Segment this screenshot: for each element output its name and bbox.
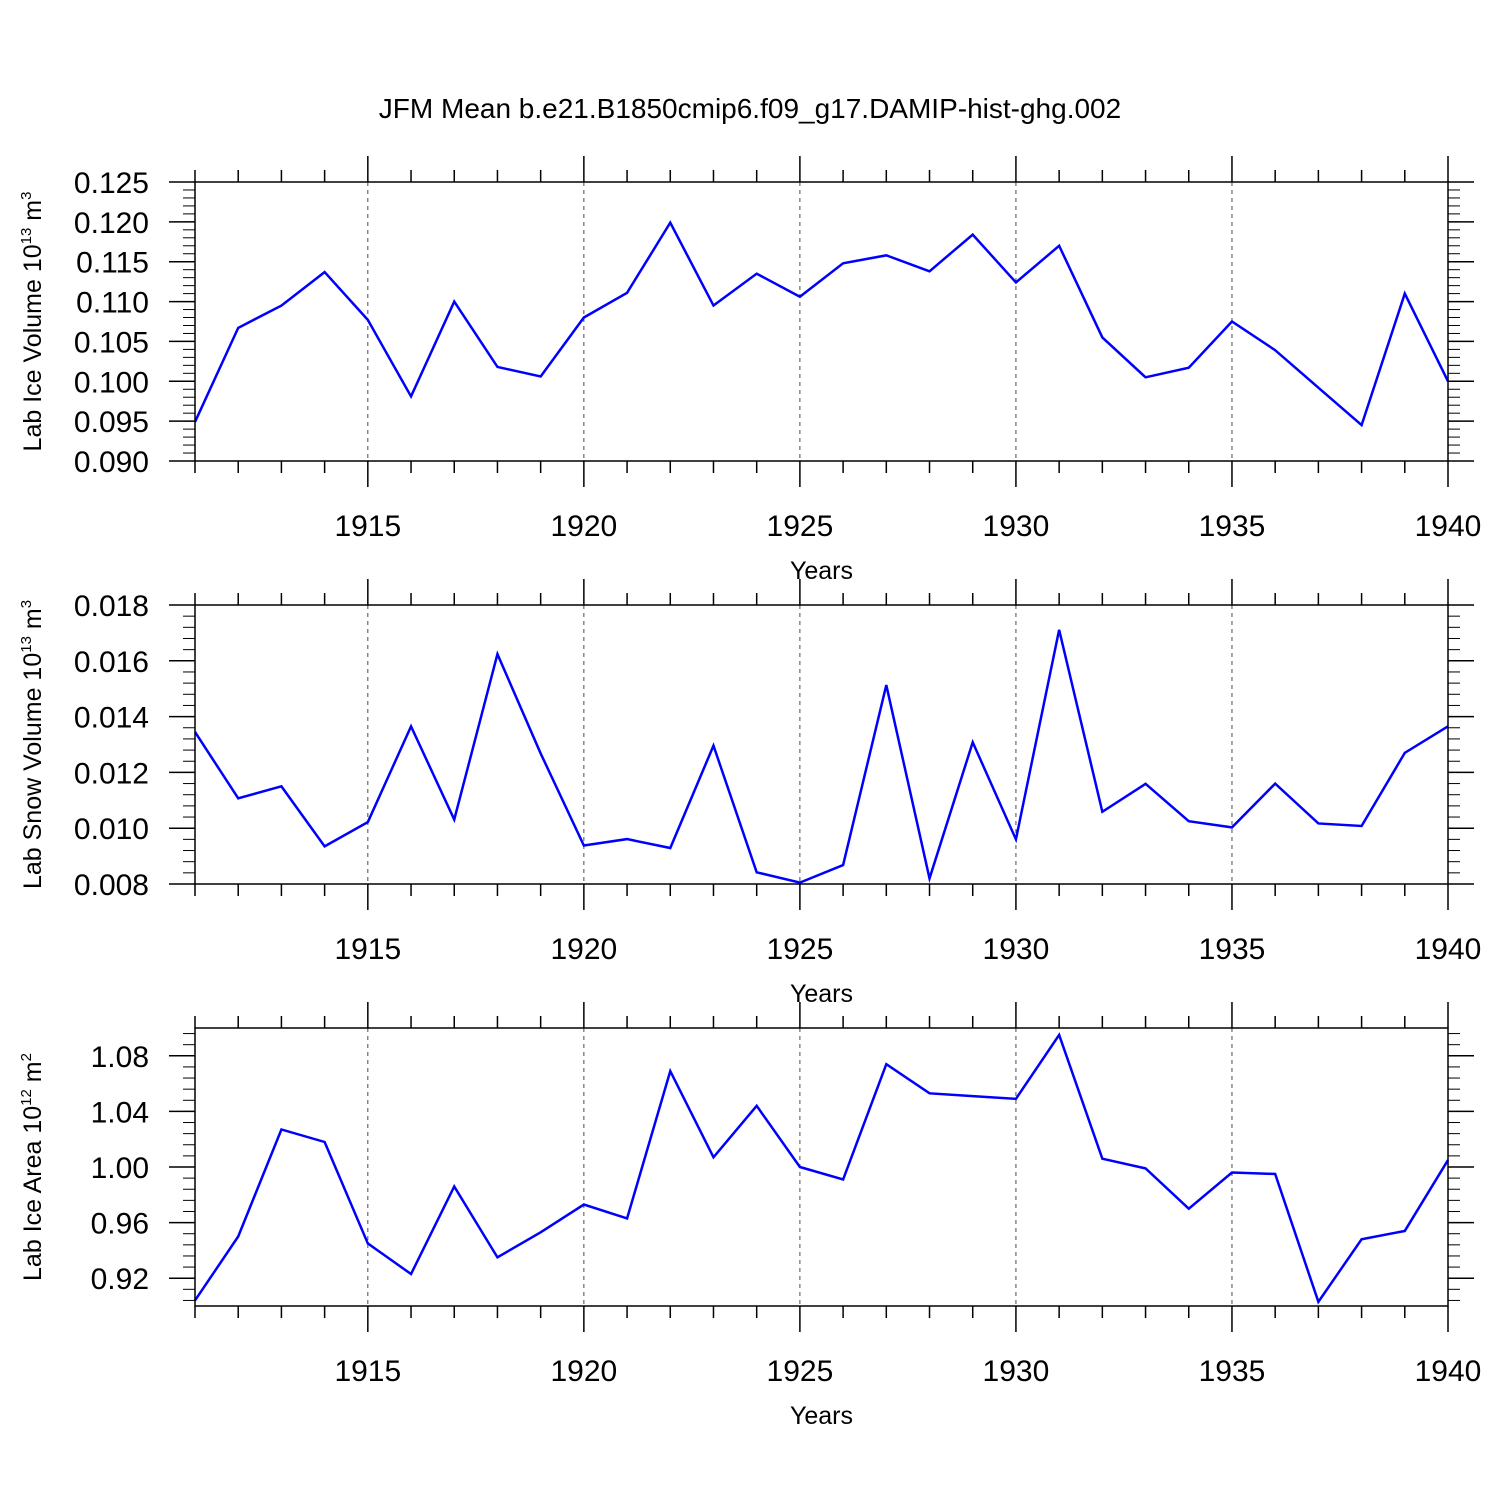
- x-tick-label: 1935: [1199, 933, 1266, 966]
- y-tick-label: 1.08: [91, 1041, 149, 1074]
- y-tick-label: 0.125: [74, 167, 149, 200]
- y-tick-label: 0.016: [74, 646, 149, 679]
- chart-panel-3: 0.92 0.96 1.00 1.04 1.08 1915 1920 1925 1930 1935…: [18, 1002, 1481, 1430]
- y-tick-label: 0.120: [74, 207, 149, 240]
- data-series-line: [193, 220, 1450, 428]
- y-axis-label-exponent: 12: [18, 1089, 35, 1106]
- x-tick-label: 1915: [334, 933, 401, 966]
- x-tick-label: 1935: [1199, 510, 1266, 543]
- chart-panel-1: 0.090 0.095 0.100 0.105 0.110 0.115 0.120 0.125…: [18, 156, 1481, 585]
- y-tick-label: 0.090: [74, 446, 149, 479]
- y-axis-label-unit-exponent: 2: [18, 1053, 35, 1061]
- plot-frame: [194, 181, 1449, 462]
- data-series-line: [193, 1032, 1450, 1305]
- y-axis-label-unit-exponent: 3: [18, 600, 35, 608]
- y-axis-label: Lab Ice Volume 1013 m3: [18, 192, 47, 452]
- y-axis-label-text: Lab Snow Volume 10: [19, 653, 47, 889]
- y-tick-label: 0.105: [74, 326, 149, 359]
- x-tick-label: 1925: [767, 933, 834, 966]
- x-axis-label: Years: [790, 1402, 853, 1430]
- x-tick-label: 1920: [550, 933, 617, 966]
- x-tick-label: 1940: [1415, 933, 1482, 966]
- y-tick-label: 0.96: [91, 1208, 149, 1241]
- chart-panel-2: 0.008 0.010 0.012 0.014 0.016 0.018 1915 1920 19…: [18, 579, 1481, 1008]
- x-tick-label: 1920: [550, 1355, 617, 1388]
- y-axis-label-unit: m: [19, 608, 47, 636]
- y-tick-label: 0.100: [74, 366, 149, 399]
- y-tick-label: 0.012: [74, 757, 149, 790]
- y-axis-label-exponent: 13: [18, 228, 35, 245]
- x-tick-label: 1915: [334, 510, 401, 543]
- x-tick-label: 1930: [983, 933, 1050, 966]
- y-axis-label: Lab Snow Volume 1013 m3: [18, 600, 47, 889]
- y-axis-label: Lab Ice Area 1012 m2: [18, 1053, 47, 1281]
- x-tick-label: 1925: [767, 510, 834, 543]
- y-tick-label: 1.00: [91, 1152, 149, 1185]
- y-tick-label: 0.115: [76, 247, 149, 280]
- y-axis-label-exponent: 13: [18, 636, 35, 653]
- y-axis-label-unit: m: [19, 1061, 47, 1089]
- y-tick-label: 0.010: [74, 813, 149, 846]
- panels: 0.090 0.095 0.100 0.105 0.110 0.115 0.120 0.125…: [18, 156, 1481, 1430]
- y-axis-label-text: Lab Ice Volume 10: [19, 244, 47, 451]
- y-axis-label-text: Lab Ice Area 10: [19, 1106, 47, 1281]
- y-tick-label: 0.018: [74, 590, 149, 623]
- y-tick-label: 0.008: [74, 869, 149, 902]
- x-tick-label: 1920: [550, 510, 617, 543]
- y-axis-label-unit-exponent: 3: [18, 192, 35, 200]
- plot-frame: [194, 604, 1449, 885]
- plot-frame: [194, 1027, 1449, 1307]
- y-tick-label: 0.095: [74, 406, 149, 439]
- y-tick-label: 1.04: [91, 1096, 149, 1129]
- y-tick-label: 0.110: [76, 287, 149, 320]
- y-tick-label: 0.92: [91, 1263, 149, 1296]
- x-tick-label: 1915: [334, 1355, 401, 1388]
- x-tick-label: 1930: [983, 510, 1050, 543]
- y-axis-label-unit: m: [19, 200, 47, 228]
- x-tick-label: 1925: [767, 1355, 834, 1388]
- x-tick-label: 1935: [1199, 1355, 1266, 1388]
- data-series-line: [193, 629, 1449, 884]
- x-tick-label: 1940: [1415, 1355, 1482, 1388]
- figure-title: JFM Mean b.e21.B1850cmip6.f09_g17.DAMIP-…: [379, 93, 1121, 124]
- x-tick-label: 1940: [1415, 510, 1482, 543]
- x-tick-label: 1930: [983, 1355, 1050, 1388]
- y-tick-label: 0.014: [74, 702, 149, 735]
